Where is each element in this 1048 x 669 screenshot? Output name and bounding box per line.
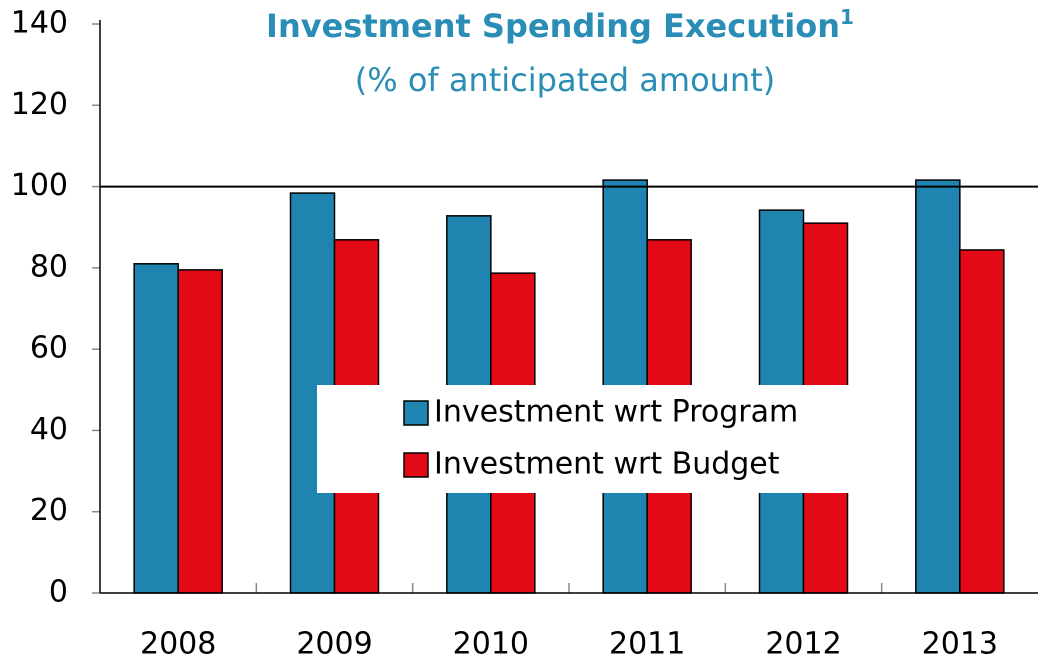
legend-label: Investment wrt Budget: [434, 447, 780, 482]
chart-subtitle: (% of anticipated amount): [355, 61, 775, 99]
y-tick-label: 100: [11, 168, 68, 203]
bar: [959, 249, 1005, 594]
y-tick-label: 40: [30, 412, 68, 447]
chart-title: Investment Spending Execution1: [266, 5, 854, 46]
x-tick-label: 2010: [453, 627, 529, 662]
x-tick-label: 2008: [140, 627, 216, 662]
legend-label: Investment wrt Program: [434, 395, 798, 430]
y-tick-label: 140: [11, 6, 68, 41]
y-tick-label: 20: [30, 493, 68, 528]
x-tick-label: 2009: [296, 627, 372, 662]
y-tick-label: 0: [49, 575, 68, 610]
x-tick-label: 2012: [765, 627, 841, 662]
legend-swatch: [403, 452, 429, 478]
y-tick-label: 60: [30, 331, 68, 366]
y-tick-label: 120: [11, 87, 68, 122]
title-text: Investment Spending Execution: [266, 7, 840, 45]
x-tick-label: 2011: [609, 627, 685, 662]
y-tick-label: 80: [30, 249, 68, 284]
bar: [133, 263, 179, 594]
legend-swatch: [403, 400, 429, 426]
bar: [177, 269, 223, 594]
x-tick-label: 2013: [922, 627, 998, 662]
bar: [915, 179, 961, 594]
title-note: 1: [840, 5, 854, 29]
